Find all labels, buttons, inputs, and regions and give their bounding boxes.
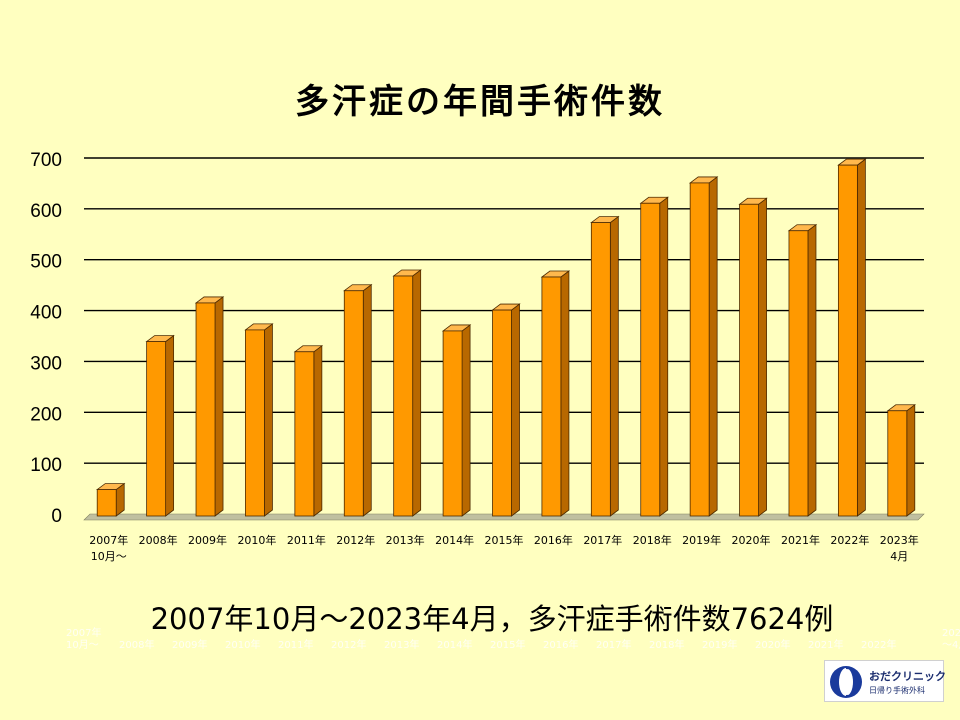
bar-side <box>807 223 817 517</box>
clinic-logo-name: おだクリニック <box>869 670 946 683</box>
x-tick-label: 2022年 <box>830 533 869 547</box>
bar <box>293 344 324 517</box>
bar-front <box>640 202 661 517</box>
y-tick-label: 700 <box>30 150 62 171</box>
chart-floor <box>83 513 925 521</box>
x-tick-label: 2017年 <box>583 533 622 547</box>
bar-side <box>906 403 916 517</box>
bar-front <box>739 203 759 517</box>
bar-side <box>264 323 273 517</box>
x-tick-label: 2018年 <box>633 533 672 547</box>
bar-side <box>362 283 372 517</box>
x-tick-label: 2013年 <box>386 533 425 547</box>
bar-front <box>294 351 315 517</box>
bar-side <box>165 334 175 517</box>
x-tick-label: 2016年 <box>534 533 573 547</box>
bar-side <box>461 324 471 517</box>
y-tick-label: 200 <box>30 404 62 425</box>
bar <box>886 403 916 517</box>
bar-side <box>313 344 323 517</box>
x-tick-label: 2012年 <box>336 533 375 547</box>
bar-front <box>442 330 463 517</box>
bar-side <box>609 215 619 517</box>
bar-side <box>560 270 570 517</box>
x-tick-label: 2015年 <box>485 533 524 547</box>
bar <box>96 482 126 517</box>
bar <box>145 334 175 517</box>
bar-front <box>590 222 611 517</box>
bar-front <box>96 489 117 517</box>
bar <box>688 176 719 517</box>
x-tick-label: 2009年 <box>188 533 227 547</box>
y-tick-label: 400 <box>30 303 62 324</box>
chart-title: 多汗症の年間手術件数 <box>295 82 665 122</box>
clinic-logo: おだクリニック 日帰り手術外科 <box>824 660 946 702</box>
bar <box>590 215 620 517</box>
bar <box>837 158 867 517</box>
bar-side <box>708 176 718 517</box>
y-tick-label: 0 <box>51 506 62 527</box>
x-tick-label: 2008年 <box>139 533 178 547</box>
summary-caption: 2007年10月～2023年4月，多汗症手術件数7624例 <box>150 602 834 636</box>
bar <box>540 270 571 517</box>
x-tick-label: 2019年 <box>682 533 721 547</box>
bar-side <box>412 269 422 517</box>
bar-front <box>146 341 167 517</box>
bar <box>194 296 225 517</box>
x-axis-ticks: 2007年 10月～ 2008年 2009年 2010年 2011年 2012年 2013年 2… <box>89 533 919 563</box>
y-axis-ticks: 0 100 200 300 400 500 600 700 <box>30 150 62 527</box>
bar-front <box>245 329 265 517</box>
x-tick-label: 2014年 <box>435 533 474 547</box>
bar-side <box>758 197 767 517</box>
y-tick-label: 300 <box>30 353 62 374</box>
bar-front <box>393 275 414 517</box>
y-tick-label: 100 <box>30 455 62 476</box>
bar-front <box>195 302 216 517</box>
bar-side <box>214 296 224 517</box>
bar-side <box>659 196 669 517</box>
clinic-logo-tagline: 日帰り手術外科 <box>869 686 925 695</box>
bar-side <box>856 158 866 517</box>
bar <box>639 196 669 517</box>
bar-front <box>343 290 364 517</box>
bar <box>787 223 818 517</box>
bar-side <box>511 303 520 517</box>
bar-front <box>541 276 562 517</box>
clinic-logo-mark-icon <box>830 666 862 698</box>
bar <box>738 197 768 517</box>
bar <box>491 303 521 517</box>
x-tick-label: 2011年 <box>287 533 326 547</box>
x-tick-label: 2020年 <box>732 533 771 547</box>
x-tick-label: 2023年 4月 <box>880 533 919 563</box>
bar <box>441 324 472 517</box>
bars <box>96 158 916 517</box>
bar-front <box>689 182 710 517</box>
bar-front <box>887 410 908 517</box>
bar <box>244 323 274 517</box>
x-tick-label: 2007年 10月～ <box>89 533 128 563</box>
bar <box>392 269 422 517</box>
bar-front <box>837 164 858 517</box>
bar-front <box>788 230 809 517</box>
x-tick-label: 2010年 <box>237 533 276 547</box>
x-tick-label: 2021年 <box>781 533 820 547</box>
y-tick-label: 500 <box>30 252 62 273</box>
bar-front <box>492 309 512 517</box>
y-tick-label: 600 <box>30 201 62 222</box>
bar <box>343 283 373 517</box>
